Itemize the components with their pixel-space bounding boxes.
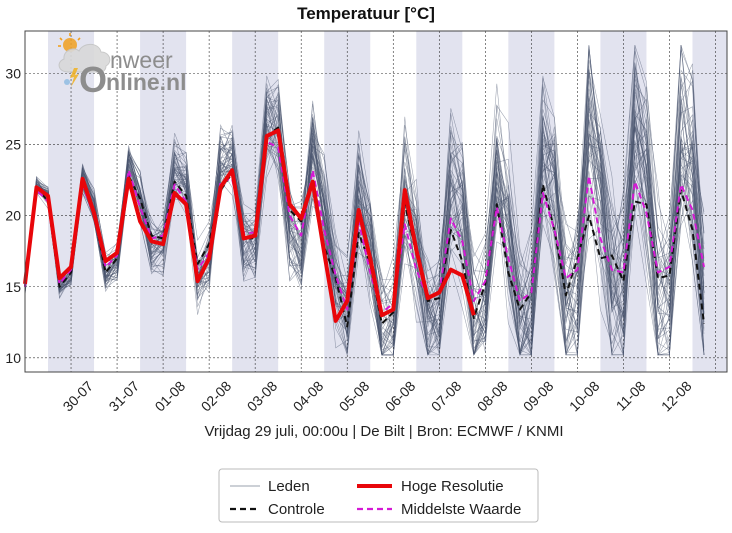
x-tick-label: 06-08 — [382, 378, 419, 415]
x-tick-label: 07-08 — [428, 378, 465, 415]
y-tick-label: 30 — [5, 66, 21, 82]
x-tick-label: 11-08 — [613, 378, 649, 414]
logo-text-bottom: nline.nl — [106, 69, 187, 95]
grid-lines — [25, 31, 727, 372]
y-tick-label: 20 — [5, 208, 21, 224]
legend-box — [218, 468, 539, 523]
member-line — [24, 103, 705, 356]
x-tick-label: 12-08 — [658, 378, 695, 415]
x-tick-label: 03-08 — [244, 378, 281, 415]
onweeronline-logo: O nweer nline.nl — [58, 33, 187, 100]
chart-subtitle: Vrijdag 29 juli, 00:00u | De Bilt | Bron… — [204, 423, 563, 440]
legend: Leden Controle Hoge Resolutie Middelste … — [218, 468, 539, 523]
legend-label-hires: Hoge Resolutie — [401, 478, 504, 495]
y-tick-labels: 10 15 20 25 30 — [5, 66, 21, 366]
series-line-middelste-waarde — [24, 140, 705, 314]
x-tick-label: 05-08 — [336, 378, 373, 415]
member-line — [24, 51, 705, 355]
lightning-icon — [70, 68, 79, 87]
x-tick-label: 08-08 — [474, 378, 511, 415]
x-tick-label: 31-07 — [106, 378, 143, 415]
x-tick-label: 02-08 — [198, 378, 235, 415]
y-tick-label: 10 — [5, 350, 21, 366]
x-tick-label: 04-08 — [290, 378, 327, 415]
member-line — [24, 102, 705, 356]
cloud-icon — [58, 43, 111, 73]
logo-initial: O — [79, 59, 107, 100]
plot-frame — [24, 30, 728, 373]
chart-title: Temperatuur [°C] — [297, 4, 435, 23]
series-line-controle — [24, 126, 705, 328]
logo-text-top: nweer — [110, 47, 173, 73]
x-tick-label: 09-08 — [520, 378, 557, 415]
x-tick-label: 30-07 — [60, 378, 97, 415]
y-tick-label: 15 — [5, 279, 21, 295]
y-tick-label: 25 — [5, 137, 21, 153]
legend-label-median: Middelste Waarde — [401, 501, 521, 518]
series-lines — [23, 126, 705, 328]
drop-icon — [64, 79, 70, 85]
series-line-hoge-resolutie — [23, 128, 476, 323]
member-line — [24, 104, 705, 356]
x-tick-label: 01-08 — [152, 378, 189, 415]
x-tick-labels: 30-07 31-07 01-08 02-08 03-08 04-08 05-08 06-08… — [60, 378, 695, 415]
x-tick-label: 10-08 — [566, 378, 603, 415]
legend-label-control: Controle — [268, 501, 325, 518]
legend-label-members: Leden — [268, 478, 310, 495]
member-line — [24, 45, 705, 355]
